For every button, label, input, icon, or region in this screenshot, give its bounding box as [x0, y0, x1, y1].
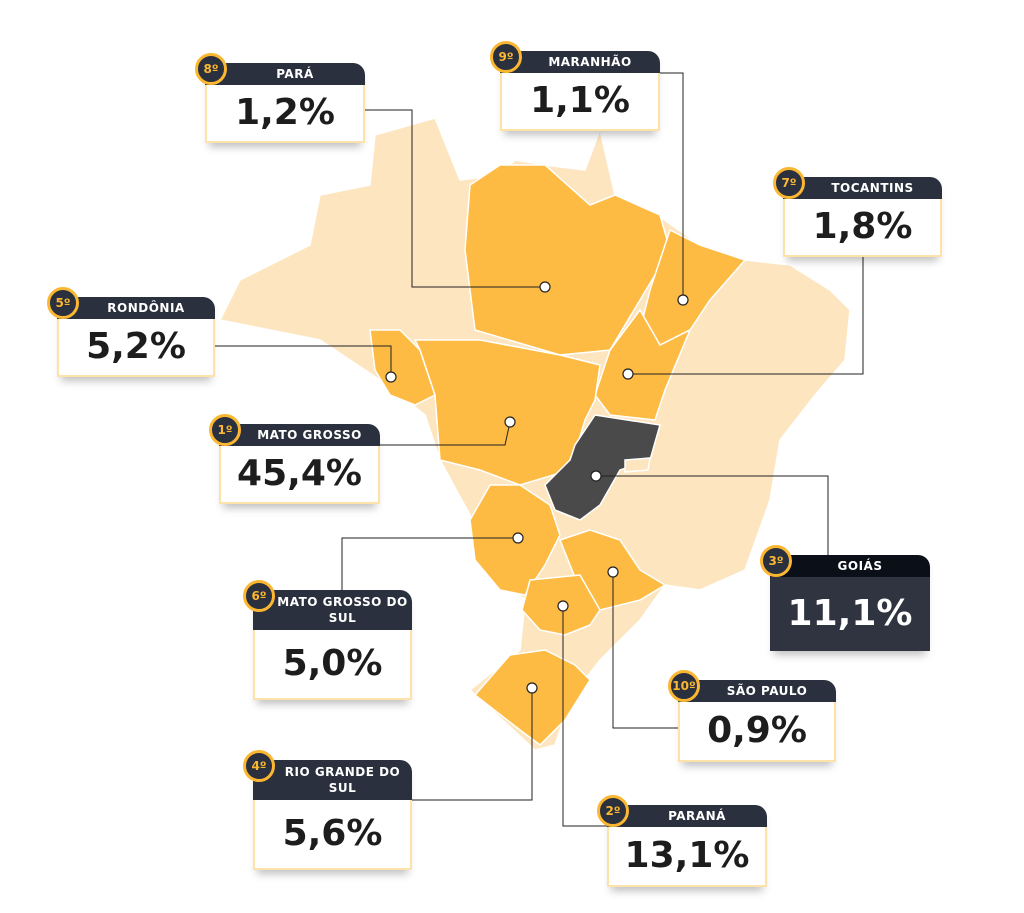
state-goias — [544, 414, 661, 521]
state-name: RONDÔNIA — [57, 297, 215, 319]
rank-badge: 7º — [773, 167, 805, 199]
card-sao-paulo: 10º SÃO PAULO 0,9% — [668, 670, 836, 762]
state-name: SÃO PAULO — [678, 680, 836, 702]
rank-badge: 2º — [597, 795, 629, 827]
state-markers — [385, 281, 689, 694]
state-value: 5,6% — [253, 800, 412, 870]
card-mato-grosso-do-sul: 6º MATO GROSSO DO SUL 5,0% — [243, 580, 412, 700]
state-value: 45,4% — [219, 446, 380, 504]
state-value: 5,0% — [253, 630, 412, 700]
state-name: RIO GRANDE DO SUL — [253, 760, 412, 800]
rank-badge: 5º — [47, 287, 79, 319]
card-para: 8º PARÁ 1,2% — [195, 53, 365, 143]
state-name: MATO GROSSO — [219, 424, 380, 446]
federal-district — [624, 457, 651, 473]
rank-badge: 3º — [760, 545, 792, 577]
state-value: 1,1% — [500, 73, 660, 131]
state-name: MATO GROSSO DO SUL — [253, 590, 412, 630]
leader-lines — [215, 72, 864, 827]
state-value: 1,8% — [783, 199, 942, 257]
state-name: PARANÁ — [607, 805, 767, 827]
card-rio-grande-do-sul: 4º RIO GRANDE DO SUL 5,6% — [243, 750, 412, 870]
card-parana: 2º PARANÁ 13,1% — [597, 795, 767, 887]
card-mato-grosso: 1º MATO GROSSO 45,4% — [209, 414, 380, 504]
state-name: PARÁ — [205, 63, 365, 85]
state-value: 13,1% — [607, 827, 767, 887]
rank-badge: 6º — [243, 580, 275, 612]
state-value: 11,1% — [770, 577, 930, 651]
rank-badge: 8º — [195, 53, 227, 85]
state-tocantins — [594, 308, 692, 421]
rank-badge: 10º — [668, 670, 700, 702]
rank-badge: 1º — [209, 414, 241, 446]
card-rondonia: 5º RONDÔNIA 5,2% — [47, 287, 215, 377]
rank-badge: 9º — [490, 41, 522, 73]
state-value: 0,9% — [678, 702, 836, 762]
card-goias: 3º GOIÁS 11,1% — [760, 545, 930, 651]
state-value: 5,2% — [57, 319, 215, 377]
card-maranhao: 9º MARANHÃO 1,1% — [490, 41, 660, 131]
state-name: TOCANTINS — [783, 177, 942, 199]
state-name: MARANHÃO — [500, 51, 660, 73]
rank-badge: 4º — [243, 750, 275, 782]
state-name: GOIÁS — [770, 555, 930, 577]
state-value: 1,2% — [205, 85, 365, 143]
card-tocantins: 7º TOCANTINS 1,8% — [773, 167, 942, 257]
